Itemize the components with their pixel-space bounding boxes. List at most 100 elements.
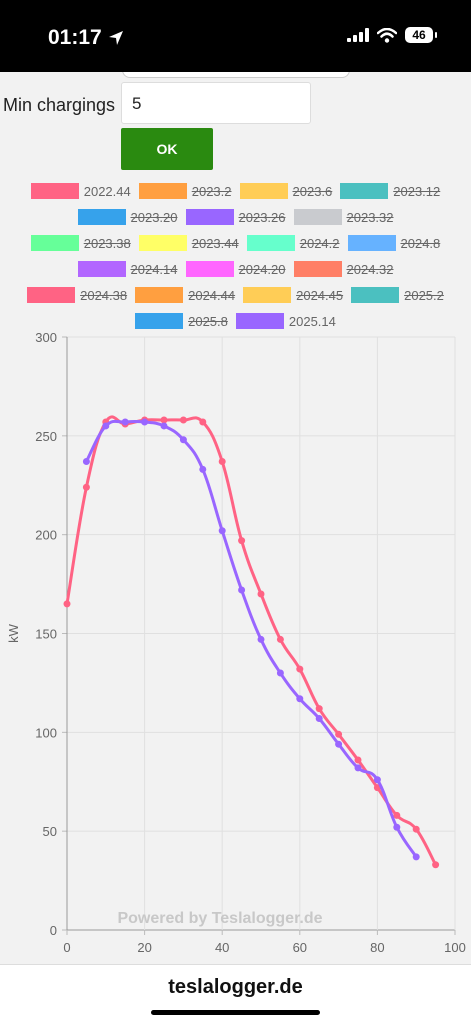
data-point-2025.14 xyxy=(238,586,246,594)
data-point-2022.44 xyxy=(296,665,304,673)
data-point-2025.14 xyxy=(315,714,323,722)
legend-label: 2024.2 xyxy=(299,235,340,251)
legend-item[interactable]: 2023.20 xyxy=(77,209,178,225)
x-tick-label: 60 xyxy=(293,940,307,955)
clock-group: 01:17 xyxy=(48,26,124,50)
y-tick-label: 0 xyxy=(50,923,57,938)
legend-label: 2022.44 xyxy=(83,183,131,199)
legend-label: 2023.32 xyxy=(346,209,394,225)
x-tick-label: 0 xyxy=(63,940,70,955)
hidden-select-field[interactable] xyxy=(122,72,350,78)
legend-item[interactable]: 2024.2 xyxy=(246,235,340,251)
legend-row: 2023.38 2023.44 2024.2 2024.8 xyxy=(0,230,471,256)
x-tick-label: 40 xyxy=(215,940,229,955)
legend-item[interactable]: 2024.44 xyxy=(135,287,235,303)
data-point-2022.44 xyxy=(160,416,168,424)
y-tick-label: 250 xyxy=(35,429,57,444)
legend-label: 2024.20 xyxy=(238,261,286,277)
data-point-2025.14 xyxy=(335,740,343,748)
legend-label: 2024.45 xyxy=(296,287,344,303)
legend-item[interactable]: 2023.38 xyxy=(30,235,131,251)
legend-label: 2024.32 xyxy=(346,261,394,277)
data-point-2025.14 xyxy=(141,418,149,426)
legend-item[interactable]: 2024.20 xyxy=(185,261,286,277)
chart-legend: 2022.44 2023.2 2023.6 2023.12 2023.20 2023.26… xyxy=(0,178,471,334)
legend-item[interactable]: 2023.12 xyxy=(340,183,440,199)
legend-label: 2024.44 xyxy=(188,287,236,303)
series-line-2025.14 xyxy=(85,419,418,858)
legend-item[interactable]: 2024.38 xyxy=(27,287,127,303)
x-tick-label: 100 xyxy=(444,940,466,955)
legend-label: 2023.2 xyxy=(191,183,232,199)
legend-color-swatch xyxy=(185,209,234,225)
legend-color-swatch xyxy=(30,235,79,251)
legend-item[interactable]: 2023.26 xyxy=(185,209,286,225)
signal-icon xyxy=(347,28,369,42)
legend-label: 2024.8 xyxy=(400,235,441,251)
data-point-2025.14 xyxy=(102,422,110,430)
location-arrow-icon xyxy=(108,31,123,45)
legend-item[interactable]: 2025.14 xyxy=(235,313,336,329)
legend-color-swatch xyxy=(243,287,292,303)
legend-color-swatch xyxy=(235,313,284,329)
y-tick-label: 200 xyxy=(35,528,57,543)
web-content: Min chargings 5 OK 2022.44 2023.2 2023.6 20… xyxy=(0,72,471,964)
data-point-2022.44 xyxy=(82,483,90,491)
ok-button[interactable]: OK xyxy=(121,128,213,170)
legend-item[interactable]: 2024.45 xyxy=(243,287,343,303)
legend-item[interactable]: 2022.44 xyxy=(30,183,131,199)
data-point-2022.44 xyxy=(412,825,420,833)
legend-label: 2025.8 xyxy=(188,313,228,329)
legend-color-swatch xyxy=(30,183,79,199)
status-bar: 01:17 46 xyxy=(0,0,471,72)
legend-item[interactable]: 2023.2 xyxy=(138,183,232,199)
data-point-2022.44 xyxy=(63,600,71,608)
data-point-2022.44 xyxy=(335,730,343,738)
legend-color-swatch xyxy=(135,287,184,303)
legend-row: 2024.14 2024.20 2024.32 xyxy=(0,256,471,282)
legend-color-swatch xyxy=(351,287,400,303)
legend-label: 2025.2 xyxy=(404,287,444,303)
legend-color-swatch xyxy=(246,235,295,251)
legend-color-swatch xyxy=(340,183,389,199)
legend-color-swatch xyxy=(138,235,187,251)
legend-color-swatch xyxy=(293,209,342,225)
legend-item[interactable]: 2024.32 xyxy=(293,261,394,277)
legend-row: 2022.44 2023.2 2023.6 2023.12 xyxy=(0,178,471,204)
x-tick-label: 80 xyxy=(370,940,384,955)
legend-item[interactable]: 2023.32 xyxy=(293,209,394,225)
home-indicator[interactable] xyxy=(151,1010,320,1015)
data-point-2022.44 xyxy=(218,458,226,466)
y-tick-label: 50 xyxy=(43,824,57,839)
legend-item[interactable]: 2024.8 xyxy=(347,235,441,251)
data-point-2025.14 xyxy=(412,853,420,861)
legend-color-swatch xyxy=(293,261,342,277)
data-point-2022.44 xyxy=(315,705,323,713)
legend-row: 2025.8 2025.14 xyxy=(0,308,471,334)
data-point-2022.44 xyxy=(354,756,362,764)
battery-level: 46 xyxy=(412,28,426,42)
series-line-2022.44 xyxy=(65,415,437,866)
data-point-2022.44 xyxy=(257,590,265,598)
data-point-2022.44 xyxy=(199,418,207,426)
clock: 01:17 xyxy=(48,26,102,49)
status-icons: 46 xyxy=(347,27,437,43)
min-chargings-input[interactable]: 5 xyxy=(121,82,311,124)
data-point-2022.44 xyxy=(238,537,246,545)
legend-item[interactable]: 2024.14 xyxy=(77,261,178,277)
legend-item[interactable]: 2023.6 xyxy=(239,183,332,199)
y-tick-label: 100 xyxy=(35,725,57,740)
x-tick-label: 20 xyxy=(137,940,151,955)
chart-watermark: Powered by Teslalogger.de xyxy=(117,910,322,927)
data-point-2025.14 xyxy=(121,418,129,426)
legend-label: 2025.14 xyxy=(288,313,336,329)
data-point-2022.44 xyxy=(393,811,401,819)
legend-item[interactable]: 2025.8 xyxy=(135,313,228,329)
url-label[interactable]: teslalogger.de xyxy=(168,976,303,998)
legend-item[interactable]: 2023.44 xyxy=(138,235,239,251)
min-chargings-label: Min chargings xyxy=(3,95,116,115)
data-point-2025.14 xyxy=(199,465,207,473)
data-point-2025.14 xyxy=(160,422,168,430)
legend-item[interactable]: 2025.2 xyxy=(351,287,444,303)
data-point-2025.14 xyxy=(82,458,90,466)
